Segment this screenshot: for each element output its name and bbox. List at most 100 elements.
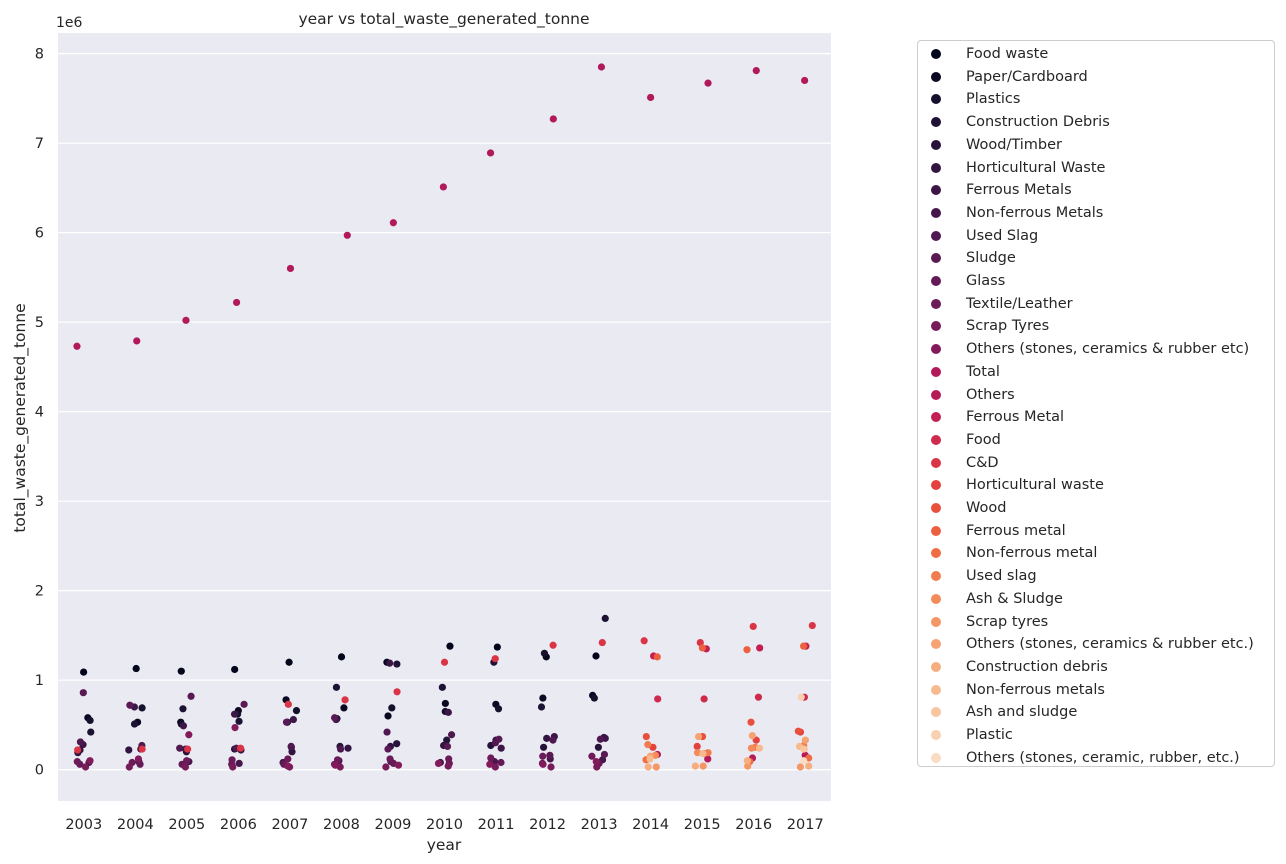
data-point [497,744,505,752]
data-point [441,699,449,708]
data-point [393,740,401,748]
legend-marker [931,412,941,423]
data-point [434,759,443,768]
legend-marker [931,548,941,559]
legend-marker [931,525,941,536]
data-point [590,694,598,702]
data-point [384,745,392,753]
data-point [284,755,292,763]
legend-marker [931,185,941,196]
plot-background [58,33,831,801]
data-point [549,641,557,649]
x-axis-ticks: 2003 2004 2005 2006 2007 2008 2009 2010 2011 2012… [65,817,823,833]
data-point [747,718,755,726]
legend-item: Total [918,361,1000,383]
data-point [699,762,707,770]
data-point [74,746,82,754]
data-point [549,736,557,744]
legend-marker [931,571,941,582]
data-point [73,342,81,350]
legend-item: Others (stones, ceramics & rubber etc.) [918,633,1254,655]
data-point [341,696,349,704]
legend-marker [931,321,941,332]
data-point [691,762,699,770]
data-point [693,742,701,750]
data-point [284,700,292,708]
legend-marker [931,253,941,264]
data-point [282,718,291,726]
data-point [289,715,298,724]
data-points [73,63,816,771]
data-point [382,763,390,771]
data-point [389,219,397,227]
legend-marker [931,434,941,445]
data-point [240,700,248,708]
data-point [808,621,816,630]
data-point [749,622,757,631]
x-tick-label: 2010 [426,817,463,833]
data-point [592,652,600,660]
legend-label: Scrap tyres [966,613,1049,630]
legend-item: Wood [918,497,1006,519]
data-point [646,755,654,763]
legend-item: Horticultural Waste [918,157,1105,179]
y-tick-label: 7 [35,136,44,152]
legend-label: Non-ferrous metal [966,545,1098,562]
data-point [796,763,804,771]
data-point [76,738,85,746]
legend-marker [931,276,941,286]
data-point [383,728,391,736]
legend-item: Wood/Timber [918,134,1062,156]
legend-label: Non-ferrous Metals [966,204,1104,221]
data-point [229,763,237,771]
chart-title: year vs total_waste_generated_tonne [298,10,589,29]
legend-item: Ferrous Metal [918,406,1064,428]
data-point [491,655,499,663]
data-point [443,742,452,750]
data-point [81,763,90,771]
legend-item: Others [918,384,1015,406]
data-point [337,653,346,661]
legend-item: Horticultural waste [918,474,1104,496]
legend-label: Ash & Sludge [966,590,1063,607]
data-point [133,337,141,345]
data-point [393,660,401,668]
data-point [286,264,295,273]
data-point [755,744,764,752]
data-point [601,614,609,622]
y-tick-label: 3 [35,494,44,510]
data-point [231,724,239,732]
data-point [694,732,703,741]
data-point [644,741,652,749]
data-point [539,694,547,702]
data-point [805,762,813,770]
data-point [330,714,339,722]
data-point [743,646,751,654]
y-tick-label: 4 [35,405,44,421]
data-point [134,755,143,763]
legend-label: Food [966,431,1001,448]
legend-label: Ferrous Metals [966,182,1072,199]
x-tick-label: 2011 [478,817,515,833]
data-point [704,755,712,763]
legend-marker [931,344,941,355]
legend-label: Food waste [966,46,1049,62]
data-point [747,744,756,752]
data-point [182,316,190,324]
data-point [126,701,134,709]
data-point [232,298,241,307]
legend-marker [931,661,941,672]
data-point [132,664,140,673]
legend-marker [931,707,941,718]
data-point [748,732,756,740]
legend-marker [931,503,941,513]
x-tick-label: 2015 [684,817,721,833]
legend-marker [931,207,941,218]
data-point [704,79,712,87]
legend-label: Paper/Cardboard [966,68,1088,85]
data-point [79,689,87,697]
legend-marker [931,94,941,105]
data-point [594,743,602,751]
data-point [640,637,648,645]
legend-label: Plastic [966,727,1013,743]
